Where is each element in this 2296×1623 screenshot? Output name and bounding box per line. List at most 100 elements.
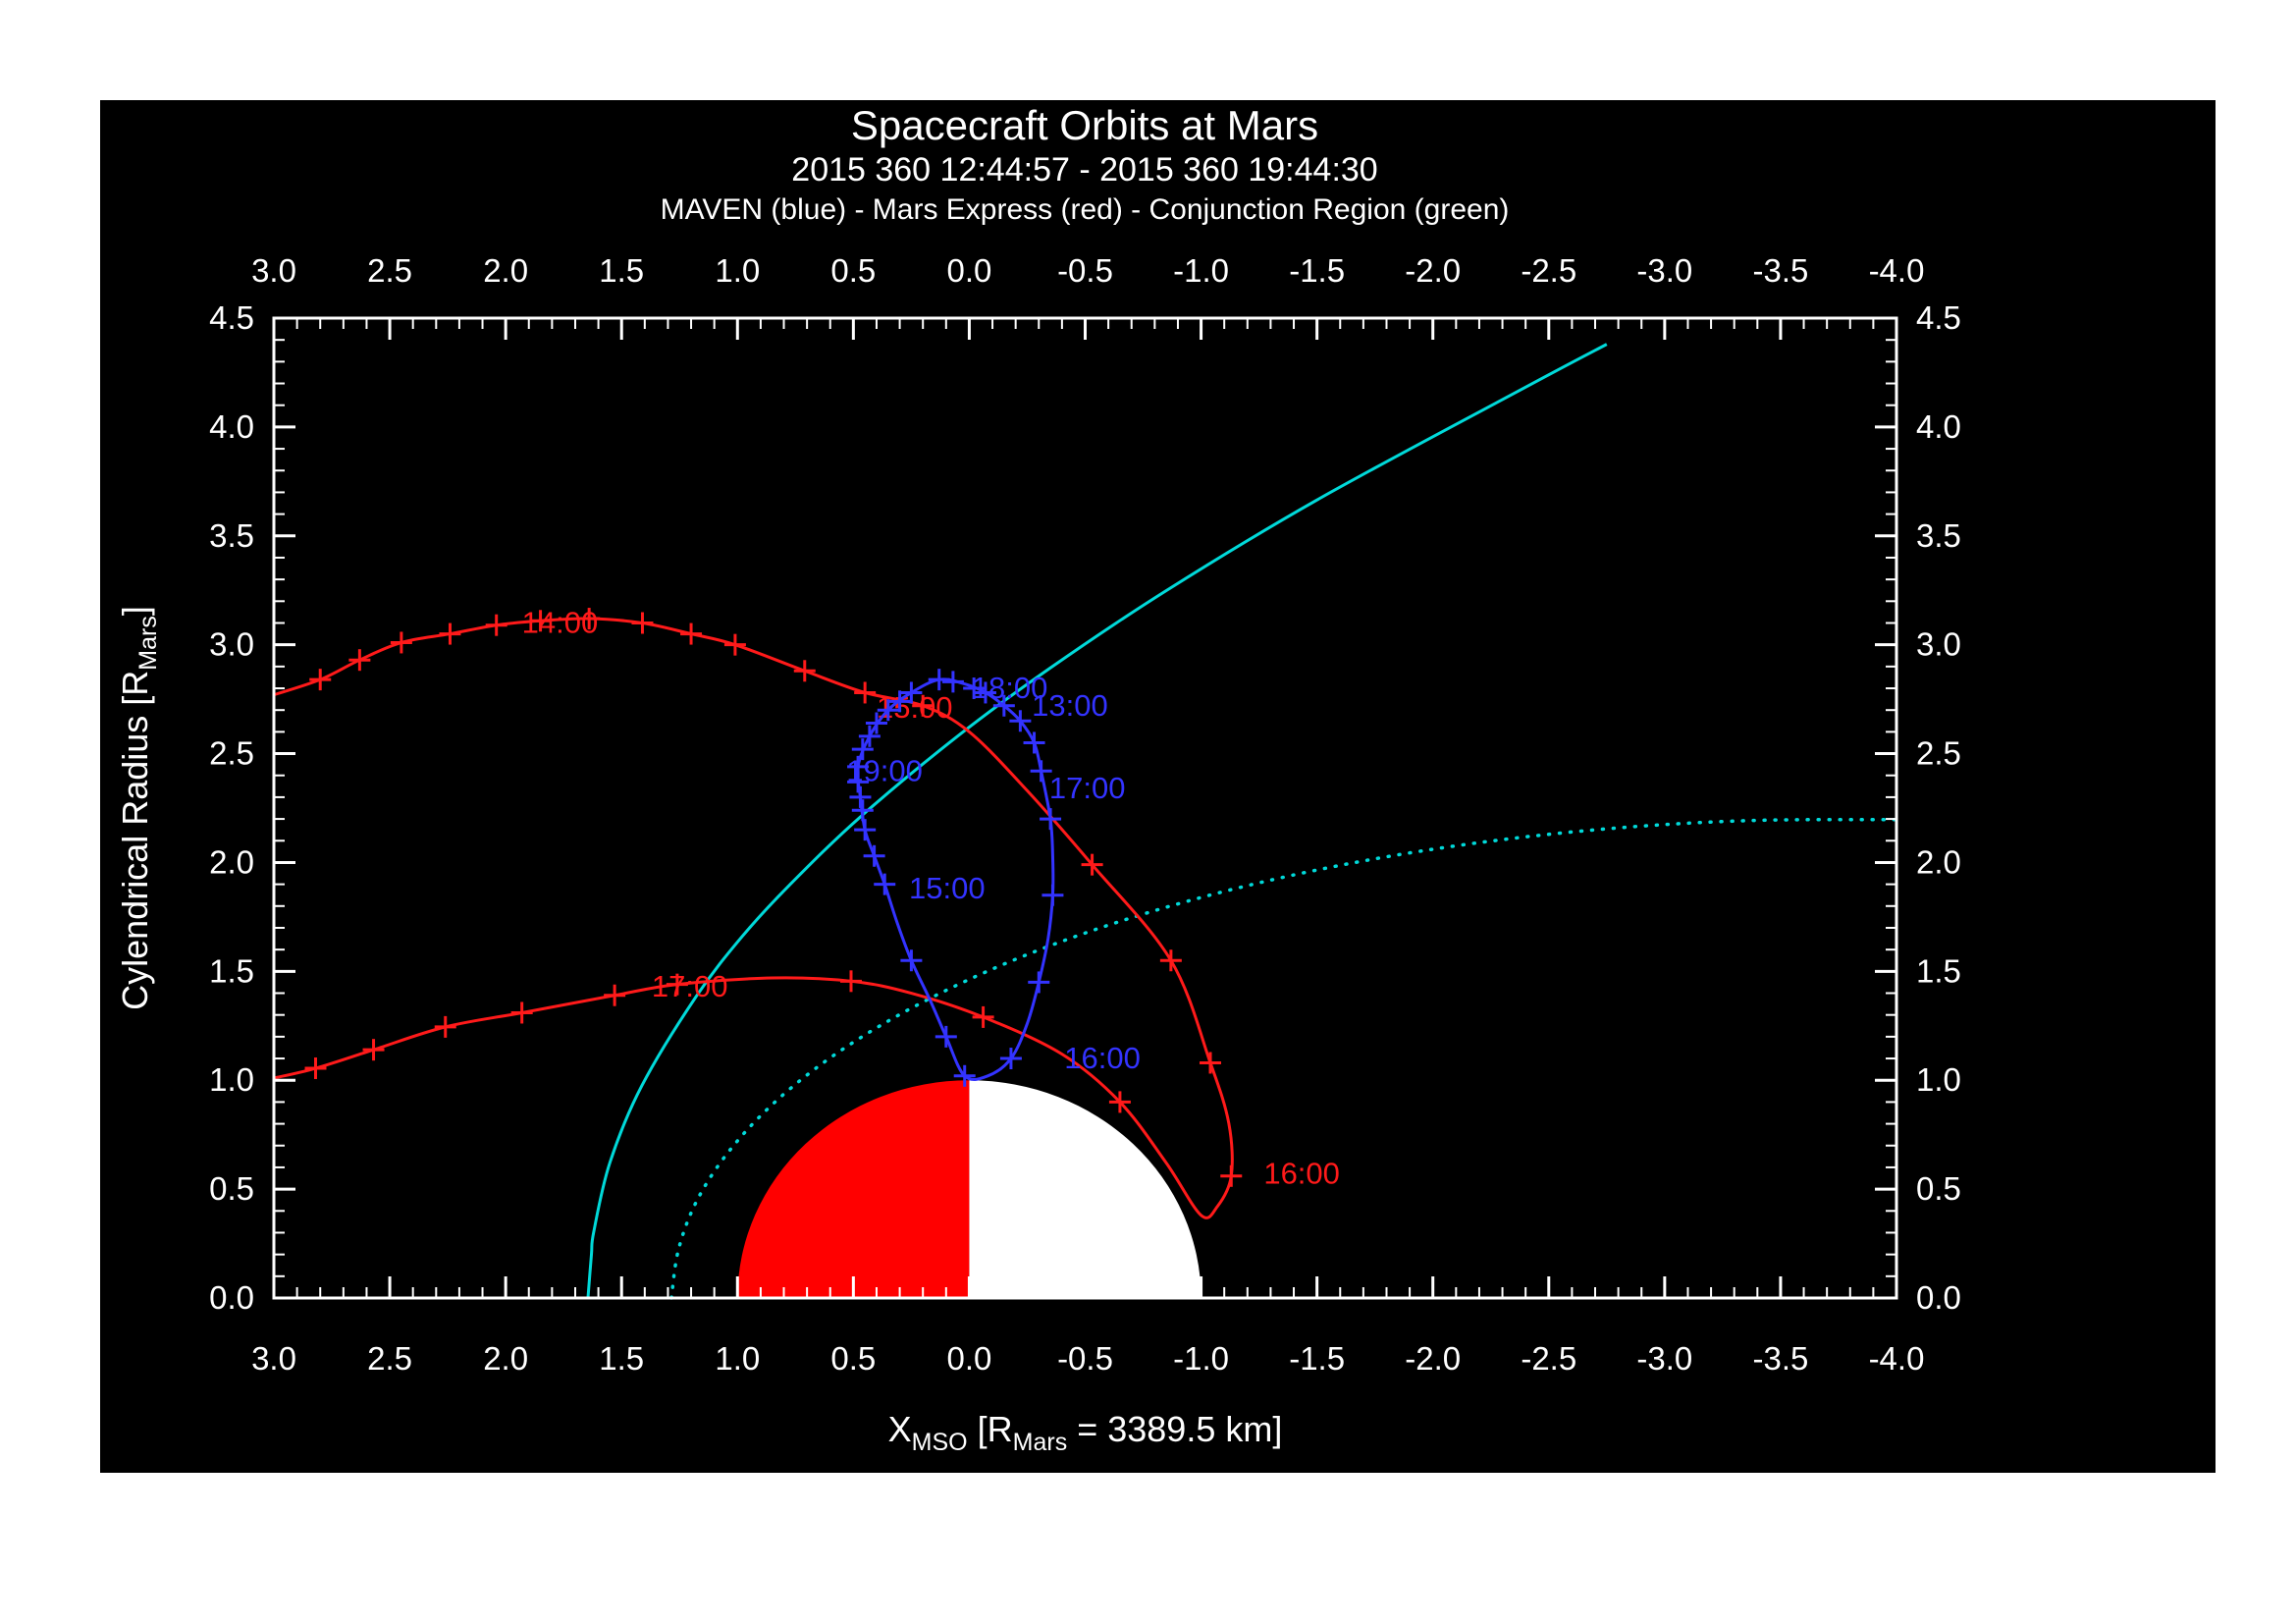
maven-tick-cross — [877, 699, 899, 722]
chart-subtitle: 2015 360 12:44:57 - 2015 360 19:44:30 — [791, 151, 1377, 189]
maven-tick-cross — [1041, 884, 1064, 906]
y-tick-label-right: 1.5 — [1916, 952, 1961, 989]
maven-tick-cross — [992, 694, 1015, 717]
maven-tick-cross — [900, 949, 923, 972]
bow-shock-series — [586, 343, 1608, 1299]
maven-time-label: 19:00 — [846, 753, 923, 787]
y-tick-label-right: 3.5 — [1916, 517, 1961, 554]
mars-express-tick-cross — [309, 669, 332, 691]
mars-express-time-label: 16:00 — [1263, 1157, 1340, 1191]
maven-tick-cross — [863, 844, 885, 867]
mars-disc — [737, 1080, 1201, 1298]
mars-express-tick-cross — [912, 694, 934, 717]
maven-tick-cross — [1028, 971, 1050, 994]
x-tick-label-bottom: 1.0 — [715, 1340, 760, 1377]
mars-express-tick-cross — [434, 1015, 456, 1038]
maven-tick-cross — [1023, 731, 1045, 754]
y-tick-label-left: 1.5 — [209, 952, 254, 989]
x-tick-label-bottom: 1.5 — [599, 1340, 644, 1377]
mars-express-tick-cross — [680, 622, 703, 645]
mars-express-tick-cross — [439, 622, 461, 645]
x-tick-label-bottom: 2.5 — [367, 1340, 412, 1377]
mars-express-tick-cross — [1108, 1091, 1131, 1113]
x-tick-label-top: 3.0 — [251, 252, 296, 289]
maven-tick-cross — [849, 785, 872, 808]
mars-express-tick-cross — [723, 633, 746, 656]
y-tick-label-right: 1.0 — [1916, 1061, 1961, 1098]
mars-express-tick-cross — [666, 973, 688, 996]
mars-express-tick-cross — [631, 612, 654, 634]
maven-tick-cross — [1030, 760, 1052, 783]
mars-express-tick-cross — [1220, 1164, 1243, 1187]
mars-express-series: 14:00 15:00 17:00 16:00 — [273, 605, 1340, 1219]
maven-tick-cross — [953, 1064, 976, 1087]
maven-tick-cross — [847, 771, 870, 793]
x-tick-label-bottom: -2.5 — [1521, 1340, 1576, 1377]
mars-express-tick-cross — [1200, 1052, 1222, 1074]
y-tick-label-left: 1.0 — [209, 1061, 254, 1098]
y-tick-label-left: 0.5 — [209, 1170, 254, 1207]
x-tick-label-bottom: -3.0 — [1636, 1340, 1692, 1377]
maven-time-label: 18:00 — [972, 671, 1048, 705]
x-axis-title: XMSO [RMars = 3389.5 km] — [888, 1409, 1283, 1456]
x-tick-label-top: -0.5 — [1057, 252, 1113, 289]
pileup-boundary-path — [669, 817, 1898, 1300]
mars-express-tick-cross — [304, 1057, 327, 1080]
maven-tick-cross — [854, 819, 877, 841]
y-tick-label-right: 3.0 — [1916, 626, 1961, 663]
x-tick-label-bottom: -4.0 — [1869, 1340, 1925, 1377]
y-axis-title: Cylendrical Radius [RMars] — [115, 606, 162, 1010]
mars-express-tick-cross — [362, 1039, 385, 1061]
x-tick-label-top: -2.0 — [1405, 252, 1461, 289]
axis-ticks — [272, 316, 1898, 1300]
maven-tick-cross — [858, 725, 881, 747]
y-tick-label-left: 3.0 — [209, 626, 254, 663]
x-tick-label-top: -4.0 — [1869, 252, 1925, 289]
maven-time-label: 15:00 — [909, 871, 986, 905]
maven-tick-cross — [874, 873, 896, 895]
mars-dayside — [737, 1080, 970, 1298]
x-tick-label-bottom: 0.5 — [830, 1340, 876, 1377]
x-tick-label-bottom: 2.0 — [483, 1340, 528, 1377]
mars-nightside — [969, 1080, 1201, 1298]
maven-time-label: 16:00 — [1064, 1041, 1141, 1075]
maven-tick-cross — [1009, 710, 1032, 732]
bow-shock-path — [586, 343, 1608, 1299]
mars-express-time-label: 14:00 — [522, 605, 599, 639]
axis-tick-labels: 3.0 3.0 2.5 2.5 2.0 2.0 1.5 1.5 1.0 1.0 0.5 0.5 0.0 0… — [209, 252, 1961, 1377]
mars-express-tick-cross — [510, 1001, 533, 1024]
y-tick-label-right: 2.5 — [1916, 735, 1961, 772]
x-tick-label-top: -3.5 — [1752, 252, 1808, 289]
mars-express-tick-cross — [578, 608, 601, 630]
x-tick-label-top: 1.0 — [715, 252, 760, 289]
pileup-boundary-series — [669, 817, 1898, 1300]
mars-express-tick-cross — [348, 649, 371, 672]
x-tick-label-top: 1.5 — [599, 252, 644, 289]
y-tick-label-left: 2.0 — [209, 843, 254, 880]
x-tick-label-top: -3.0 — [1636, 252, 1692, 289]
maven-tick-cross — [851, 738, 874, 761]
maven-tick-cross — [888, 690, 911, 713]
x-tick-label-top: 2.5 — [367, 252, 412, 289]
mars-express-tick-cross — [839, 970, 862, 993]
y-tick-label-right: 4.5 — [1916, 299, 1961, 336]
y-tick-label-left: 0.0 — [209, 1279, 254, 1316]
x-tick-label-bottom: -1.5 — [1289, 1340, 1345, 1377]
maven-tick-cross — [934, 1025, 957, 1048]
x-tick-label-bottom: -0.5 — [1057, 1340, 1113, 1377]
mars-express-time-label: 17:00 — [652, 969, 728, 1003]
x-tick-label-bottom: -1.0 — [1173, 1340, 1229, 1377]
x-tick-label-top: 2.0 — [483, 252, 528, 289]
chart-title: Spacecraft Orbits at Mars — [851, 102, 1318, 148]
mars-express-tick-cross — [793, 660, 816, 682]
y-tick-label-left: 3.5 — [209, 517, 254, 554]
x-tick-label-top: 0.0 — [946, 252, 991, 289]
mars-express-tick-cross — [854, 681, 877, 704]
maven-tick-cross — [974, 681, 996, 704]
y-tick-label-right: 4.0 — [1916, 408, 1961, 445]
mars-express-tick-cross — [485, 614, 507, 636]
